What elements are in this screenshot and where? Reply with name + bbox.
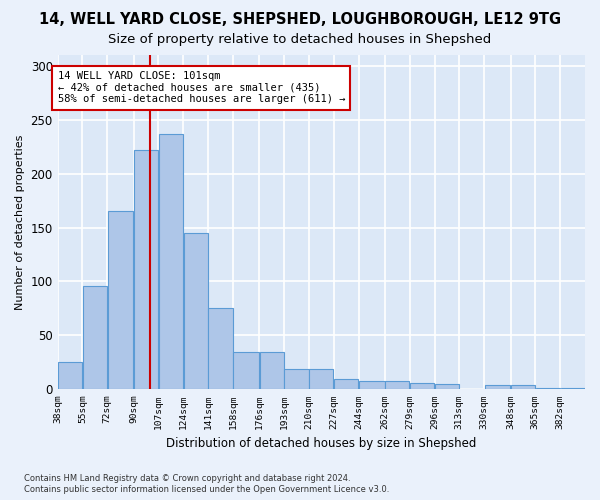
Bar (208, 308, 233, 390)
Bar (410, 383, 434, 390)
Bar (309, 369, 334, 390)
Bar (284, 369, 308, 390)
Y-axis label: Number of detached properties: Number of detached properties (15, 134, 25, 310)
Bar (511, 385, 535, 390)
X-axis label: Distribution of detached houses by size in Shepshed: Distribution of detached houses by size … (166, 437, 476, 450)
Bar (184, 233, 208, 390)
Text: 14 WELL YARD CLOSE: 101sqm
← 42% of detached houses are smaller (435)
58% of sem: 14 WELL YARD CLOSE: 101sqm ← 42% of deta… (58, 71, 345, 104)
Bar (334, 378, 358, 390)
Bar (560, 388, 584, 390)
Bar (385, 380, 409, 390)
Bar (536, 388, 560, 390)
Bar (134, 150, 158, 390)
Bar (233, 352, 259, 390)
Bar (260, 352, 284, 390)
Bar (359, 380, 385, 390)
Text: Size of property relative to detached houses in Shepshed: Size of property relative to detached ho… (109, 32, 491, 46)
Bar (159, 134, 183, 390)
Text: 14, WELL YARD CLOSE, SHEPSHED, LOUGHBOROUGH, LE12 9TG: 14, WELL YARD CLOSE, SHEPSHED, LOUGHBORO… (39, 12, 561, 28)
Bar (485, 385, 510, 390)
Text: Contains HM Land Registry data © Crown copyright and database right 2024.
Contai: Contains HM Land Registry data © Crown c… (24, 474, 389, 494)
Bar (58, 362, 82, 390)
Bar (435, 384, 459, 390)
Bar (83, 286, 107, 390)
Bar (107, 212, 133, 390)
